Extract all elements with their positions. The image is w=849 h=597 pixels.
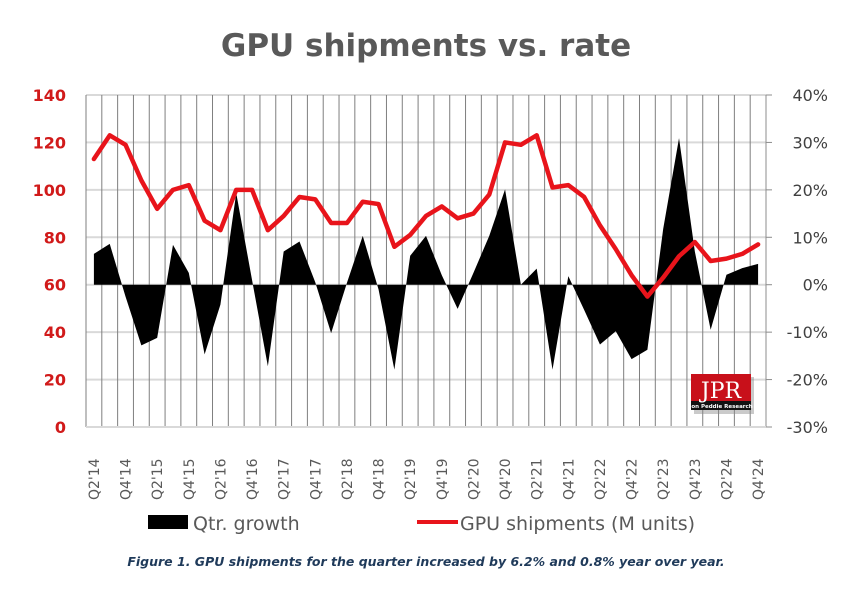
jpr-logo-text: JPR <box>699 379 743 404</box>
jpr-logo-subtext: Jon Peddie Research <box>688 404 752 410</box>
x-tick-label: Q4'20 <box>498 458 514 500</box>
x-tick-label: Q4'21 <box>561 458 577 500</box>
legend-swatch-area <box>148 515 188 529</box>
shipments-line-series <box>91 133 761 299</box>
right-y-tick-label: -10% <box>787 323 828 342</box>
chart-title: GPU shipments vs. rate <box>221 28 631 64</box>
x-tick-label: Q2'22 <box>593 458 609 500</box>
x-axis-ticks: Q2'14 Q4'14 Q2'15 Q4'15 Q2'16 Q4'16 Q2'17 Q4'17… <box>87 458 767 500</box>
x-tick-label: Q2'16 <box>213 458 229 500</box>
left-y-tick-label: 20 <box>44 371 66 390</box>
x-tick-label: Q2'19 <box>403 458 419 500</box>
left-y-tick-label: 100 <box>33 181 66 200</box>
jpr-logo: JPR Jon Peddie Research <box>688 374 754 414</box>
left-y-tick-label: 120 <box>33 133 66 152</box>
x-tick-label: Q4'16 <box>245 458 261 500</box>
x-tick-label: Q2'15 <box>150 458 166 500</box>
legend-label: GPU shipments (M units) <box>460 513 695 535</box>
legend-item-gpu-shipments[interactable]: GPU shipments (M units) <box>417 513 695 535</box>
right-y-tick-label: 30% <box>792 133 828 152</box>
x-tick-label: Q4'17 <box>308 458 324 500</box>
vertical-gridlines <box>85 95 767 427</box>
jpr-logo-strip <box>691 401 751 410</box>
figure-caption: Figure 1. GPU shipments for the quarter … <box>127 554 724 569</box>
x-tick-label: Q2'14 <box>87 458 103 500</box>
x-tick-label: Q4'23 <box>688 458 704 500</box>
x-tick-label: Q4'14 <box>119 458 135 500</box>
x-tick-label: Q4'18 <box>372 458 388 500</box>
x-tick-label: Q4'24 <box>751 458 767 500</box>
growth-area <box>93 138 759 370</box>
x-tick-label: Q2'23 <box>656 458 672 500</box>
left-y-tick-label: 140 <box>33 86 66 105</box>
left-y-tick-label: 0 <box>55 418 66 437</box>
right-y-axis-ticks: -30% -20% -10% 0% 10% 20% 30% 40% <box>787 86 828 437</box>
axes <box>86 94 772 428</box>
right-y-tick-label: 40% <box>792 86 828 105</box>
right-y-tick-label: -20% <box>787 371 828 390</box>
x-tick-label: Q2'21 <box>530 458 546 500</box>
legend-label: Qtr. growth <box>193 513 300 535</box>
right-y-tick-label: 10% <box>792 228 828 247</box>
left-y-tick-label: 80 <box>44 228 66 247</box>
x-tick-label: Q2'20 <box>466 458 482 500</box>
left-y-tick-label: 40 <box>44 323 66 342</box>
right-y-tick-label: 0% <box>803 276 828 295</box>
left-y-axis-ticks: 0 20 40 60 80 100 120 140 <box>33 86 66 437</box>
x-tick-label: Q4'22 <box>625 458 641 500</box>
right-y-tick-label: 20% <box>792 181 828 200</box>
x-tick-label: Q2'17 <box>277 458 293 500</box>
legend-item-qtr-growth[interactable]: Qtr. growth <box>148 513 300 535</box>
x-tick-label: Q4'19 <box>435 458 451 500</box>
right-y-tick-label: -30% <box>787 418 828 437</box>
growth-area-series <box>93 138 759 370</box>
x-tick-label: Q4'15 <box>182 458 198 500</box>
left-y-tick-label: 60 <box>44 276 66 295</box>
legend: Qtr. growth GPU shipments (M units) <box>148 513 695 535</box>
x-tick-label: Q2'18 <box>340 458 356 500</box>
x-tick-label: Q2'24 <box>719 458 735 500</box>
